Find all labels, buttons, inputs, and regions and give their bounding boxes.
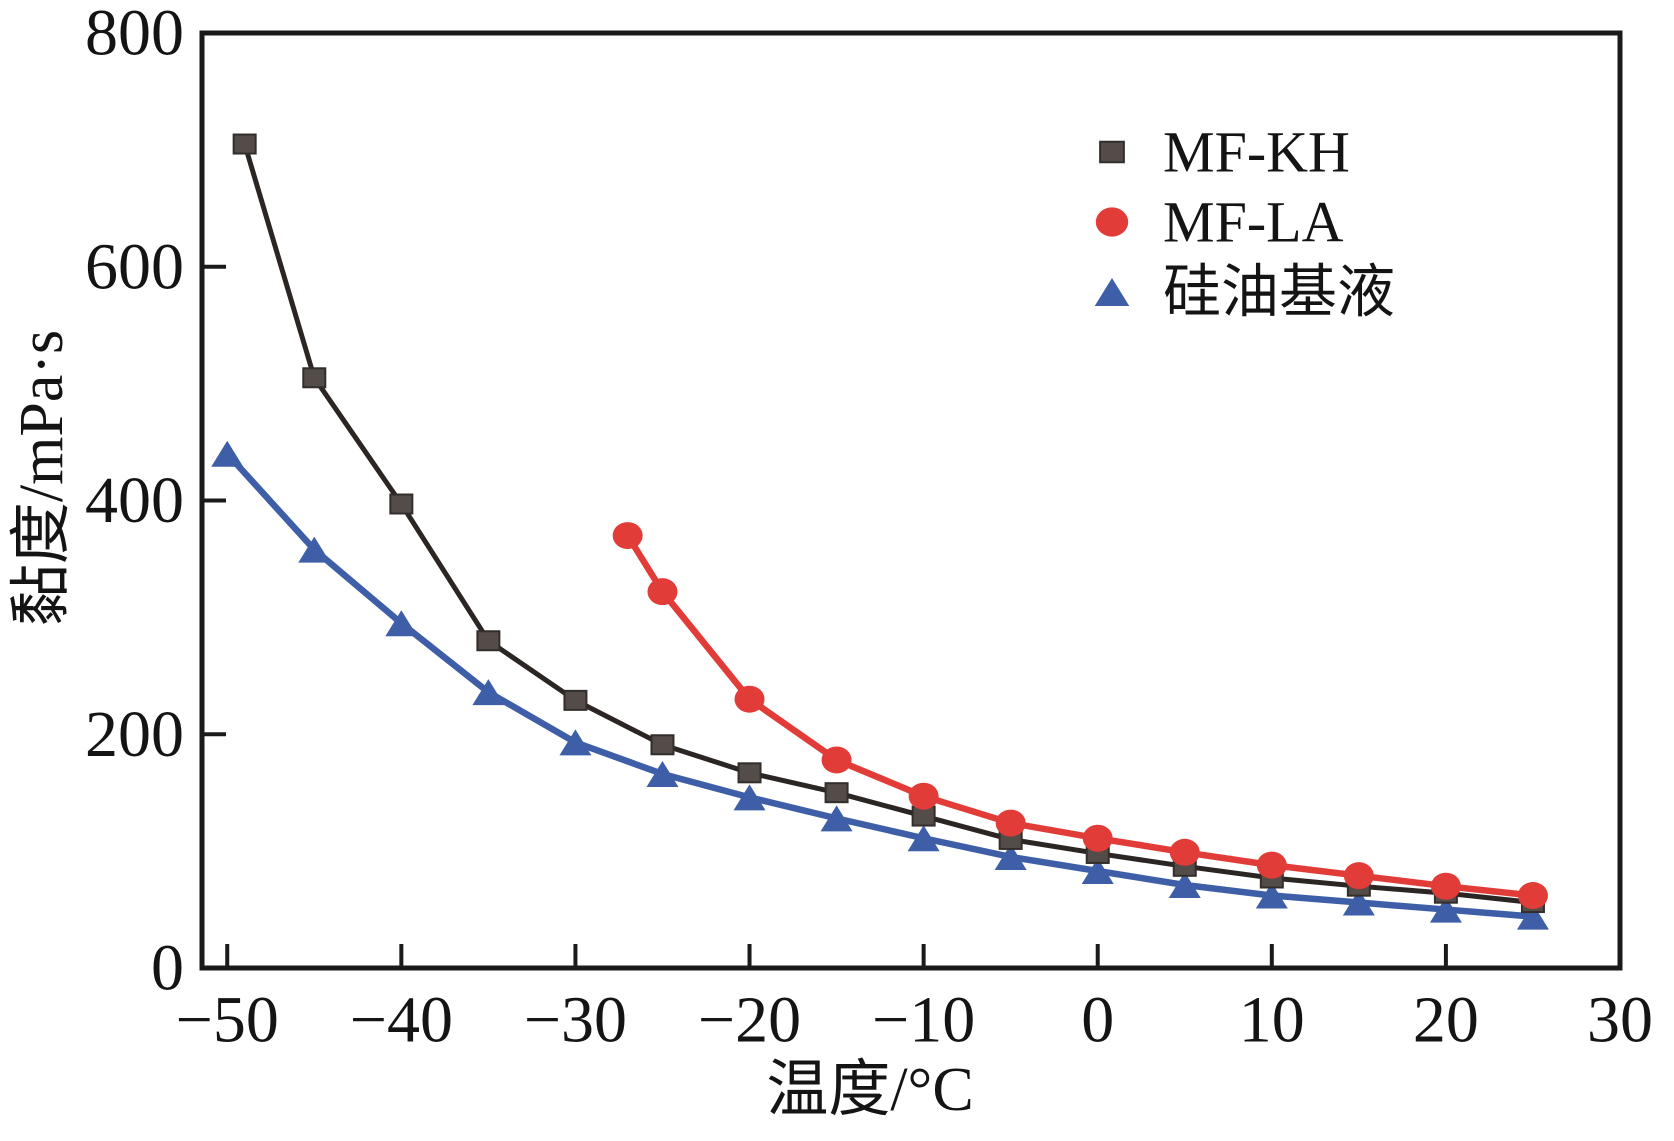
circle-marker <box>647 578 678 606</box>
square-marker <box>737 762 762 784</box>
chart-generated-content: −50 −40 −30 −20 −10 0 10 20 30 0 200 400 600 800 MF-KH… <box>85 0 1653 1057</box>
series-MF-LA <box>612 522 1548 910</box>
x-tick-label: −40 <box>350 984 453 1057</box>
y-tick-label: 200 <box>85 698 184 771</box>
triangle-marker <box>907 825 940 852</box>
legend-label: MF-KH <box>1163 120 1350 185</box>
circle-marker <box>821 746 852 774</box>
y-tick-label: 0 <box>151 932 184 1005</box>
circle-marker <box>1082 824 1113 852</box>
circle-marker <box>1169 838 1200 866</box>
x-tick-label: 0 <box>1081 984 1114 1057</box>
series-line <box>242 143 1534 906</box>
circle-marker <box>1517 882 1548 910</box>
circle-marker <box>995 809 1026 837</box>
triangle-marker <box>1094 277 1130 307</box>
x-tick-label: −20 <box>698 984 801 1057</box>
y-axis-title: 黏度/mPa·s <box>8 330 76 626</box>
x-axis-title: 温度/°C <box>766 1056 973 1124</box>
circle-marker <box>1430 872 1461 900</box>
series-MF-KH <box>232 133 1545 914</box>
y-tick-label: 400 <box>85 464 184 537</box>
triangle-marker <box>559 729 592 756</box>
y-tick-label: 800 <box>85 0 184 70</box>
series-line <box>224 451 1534 920</box>
triangle-marker <box>820 805 853 832</box>
series-line <box>624 533 1534 899</box>
circle-marker <box>734 685 765 713</box>
triangle-marker <box>733 784 766 811</box>
circle-marker <box>908 782 939 810</box>
triangle-marker <box>298 536 331 563</box>
x-tick-label: −10 <box>872 984 975 1057</box>
square-marker <box>650 734 675 756</box>
triangle-marker <box>1081 857 1114 884</box>
x-tick-label: 20 <box>1413 984 1479 1057</box>
circle-marker <box>1095 207 1129 237</box>
triangle-marker <box>1168 872 1201 899</box>
x-tick-label: 30 <box>1587 984 1653 1057</box>
legend-label: MF-LA <box>1163 190 1344 255</box>
square-marker <box>563 689 588 711</box>
triangle-marker <box>1429 896 1462 923</box>
triangle-marker <box>1342 889 1375 916</box>
y-tick-label: 600 <box>85 230 184 303</box>
triangle-marker <box>1255 882 1288 909</box>
square-marker <box>389 493 414 515</box>
square-marker <box>302 367 327 389</box>
circle-marker <box>1256 851 1287 879</box>
triangle-marker <box>1516 903 1549 930</box>
x-tick-label: 10 <box>1239 984 1305 1057</box>
legend-label: 硅油基液 <box>1163 260 1395 325</box>
circle-marker <box>1343 862 1374 890</box>
square-marker <box>476 630 501 652</box>
series-硅油基液 <box>211 440 1549 930</box>
triangle-marker <box>472 679 505 706</box>
square-marker <box>824 782 849 804</box>
square-marker <box>232 133 257 155</box>
circle-marker <box>612 522 643 550</box>
x-tick-label: −30 <box>524 984 627 1057</box>
x-tick-label: −50 <box>176 984 279 1057</box>
triangle-marker <box>994 843 1027 870</box>
triangle-marker <box>646 760 679 787</box>
triangle-marker <box>211 440 244 467</box>
triangle-marker <box>385 610 418 637</box>
plot-frame <box>199 30 1623 971</box>
square-marker <box>1099 140 1125 164</box>
